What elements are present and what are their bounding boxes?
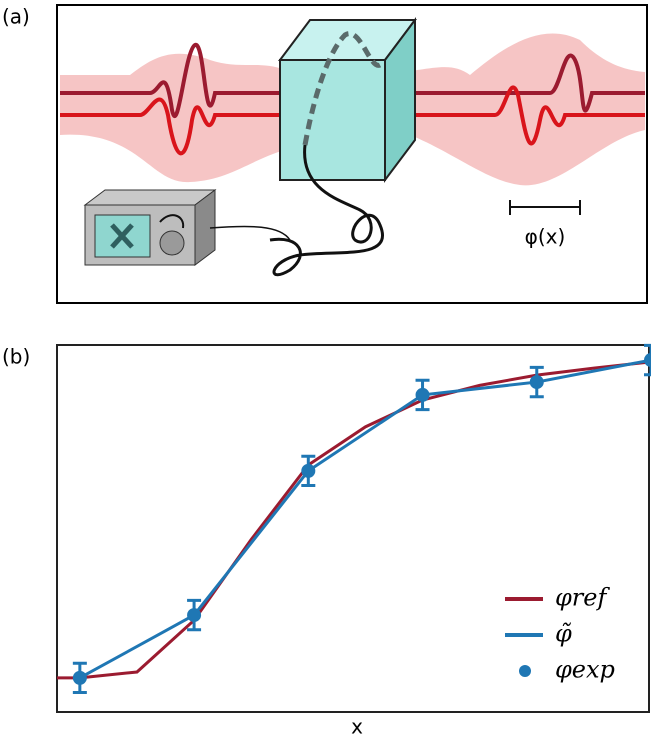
data-point	[416, 388, 430, 402]
data-point	[644, 353, 651, 367]
page: (a) (b) φ(x) x φrefφ̃φexp (() => { const…	[0, 0, 651, 739]
data-point	[301, 464, 315, 478]
data-point	[187, 608, 201, 622]
figure: (a) (b) φ(x) x φref φ̃ φexp	[0, 0, 651, 739]
legend-label: φexp	[555, 656, 615, 684]
panel-label: (a)	[2, 5, 30, 29]
legend-label: φ̃	[555, 620, 572, 648]
diagram-annotation: φ(x)	[525, 225, 566, 249]
panel-label: (b)	[2, 345, 30, 369]
data-point	[73, 671, 87, 685]
legend-marker	[519, 665, 531, 677]
illustration: φ(x)	[57, 5, 647, 303]
x-axis-label: x	[351, 715, 363, 739]
legend-label: φref	[555, 584, 610, 612]
data-point	[530, 375, 544, 389]
